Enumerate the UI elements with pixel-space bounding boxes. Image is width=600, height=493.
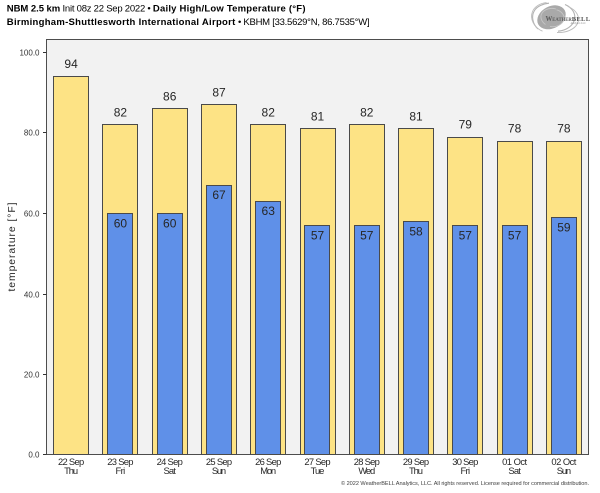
svg-text:Sat: Sat <box>164 465 177 476</box>
svg-text:Sun: Sun <box>212 465 226 476</box>
svg-text:WEATHERBELL: WEATHERBELL <box>546 16 591 23</box>
svg-text:40.0: 40.0 <box>24 290 40 299</box>
svg-text:Birmingham-Shuttlesworth Inter: Birmingham-Shuttlesworth International A… <box>7 17 370 28</box>
svg-text:60: 60 <box>163 216 177 230</box>
svg-text:Mon: Mon <box>260 465 276 476</box>
svg-text:57: 57 <box>459 228 473 242</box>
svg-text:22 Sep: 22 Sep <box>58 456 84 467</box>
svg-text:23 Sep: 23 Sep <box>107 456 133 467</box>
svg-text:29 Sep: 29 Sep <box>403 456 429 467</box>
svg-text:80.0: 80.0 <box>24 128 40 137</box>
svg-text:Thu: Thu <box>64 465 78 476</box>
svg-text:100.0: 100.0 <box>19 48 40 57</box>
svg-text:63: 63 <box>262 204 276 218</box>
svg-text:57: 57 <box>508 228 522 242</box>
svg-text:57: 57 <box>311 228 325 242</box>
svg-text:20.0: 20.0 <box>24 370 40 379</box>
svg-text:30 Sep: 30 Sep <box>452 456 478 467</box>
svg-text:86: 86 <box>163 89 177 103</box>
svg-text:59: 59 <box>557 220 571 234</box>
svg-text:78: 78 <box>508 122 522 136</box>
svg-text:NBM 2.5 km Init 08z 22 Sep 202: NBM 2.5 km Init 08z 22 Sep 2022 • Daily … <box>7 3 306 14</box>
svg-text:Fri: Fri <box>116 465 126 476</box>
svg-text:Sat: Sat <box>508 465 521 476</box>
svg-text:94: 94 <box>64 57 78 71</box>
svg-text:58: 58 <box>409 224 423 238</box>
svg-text:0.0: 0.0 <box>28 450 40 459</box>
svg-text:Wed: Wed <box>358 465 375 476</box>
svg-text:02 Oct: 02 Oct <box>551 456 576 467</box>
svg-text:82: 82 <box>262 105 276 119</box>
svg-text:81: 81 <box>311 110 325 124</box>
svg-text:Tue: Tue <box>311 465 325 476</box>
svg-text:67: 67 <box>212 188 226 202</box>
svg-text:Fri: Fri <box>460 465 470 476</box>
svg-text:25 Sep: 25 Sep <box>206 456 232 467</box>
svg-text:24 Sep: 24 Sep <box>157 456 183 467</box>
svg-text:temperature [°F]: temperature [°F] <box>7 202 18 291</box>
svg-text:© 2022 WeatherBELL Analytics,: © 2022 WeatherBELL Analytics, LLC. All r… <box>341 480 589 487</box>
svg-text:Analytics LLC: Analytics LLC <box>571 22 587 25</box>
svg-text:82: 82 <box>360 105 374 119</box>
svg-text:Thu: Thu <box>409 465 423 476</box>
svg-text:Sun: Sun <box>557 465 571 476</box>
svg-text:60.0: 60.0 <box>24 209 40 218</box>
svg-text:27 Sep: 27 Sep <box>304 456 330 467</box>
svg-text:81: 81 <box>409 110 423 124</box>
svg-text:01 Oct: 01 Oct <box>502 456 527 467</box>
svg-text:79: 79 <box>459 118 473 132</box>
svg-text:82: 82 <box>114 105 128 119</box>
svg-text:87: 87 <box>212 85 226 99</box>
svg-text:28 Sep: 28 Sep <box>354 456 380 467</box>
svg-text:57: 57 <box>360 228 374 242</box>
svg-text:78: 78 <box>557 122 571 136</box>
svg-text:26 Sep: 26 Sep <box>255 456 281 467</box>
svg-text:60: 60 <box>114 216 128 230</box>
